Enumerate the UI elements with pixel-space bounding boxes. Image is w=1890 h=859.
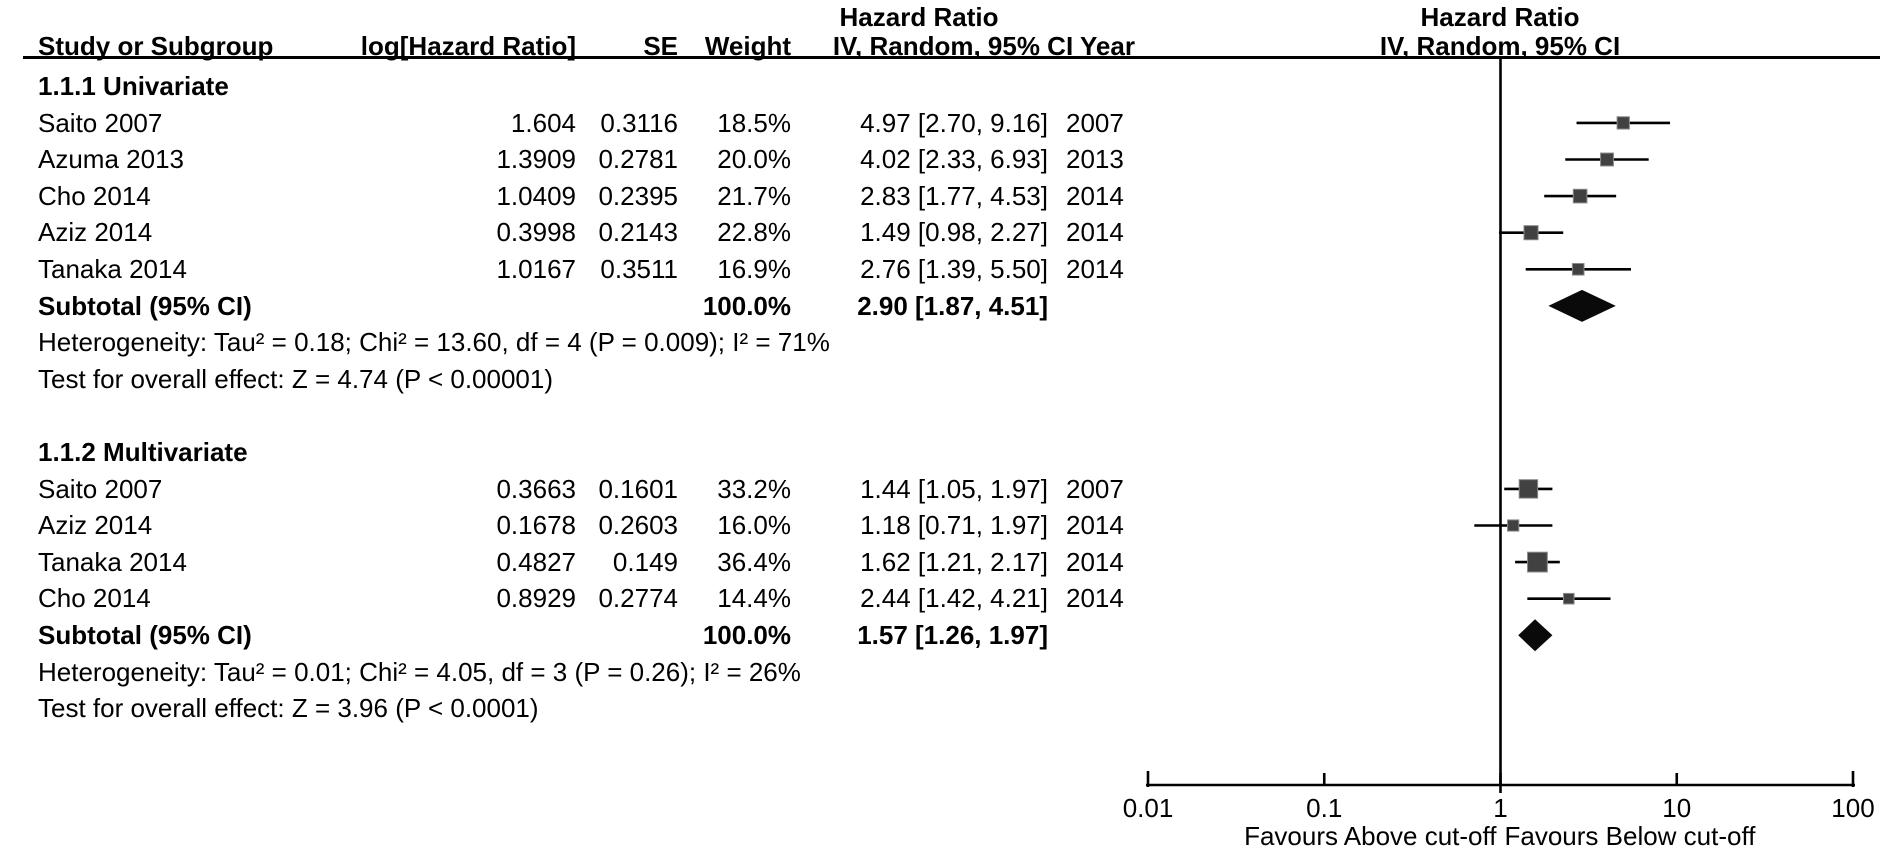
year-value: 2014 [1066,510,1124,541]
year-value: 2007 [1066,107,1124,138]
effect-square [1518,479,1539,499]
weight-value: 14.4% [717,583,791,614]
study-name: Azuma 2013 [38,144,184,175]
log-hazard-ratio: 0.1678 [496,510,576,541]
weight-value: 33.2% [717,473,791,504]
se-value: 0.3116 [600,107,678,138]
weight-value: 36.4% [717,546,791,577]
effect-square [1507,519,1520,532]
left-hazard-ratio-header: Hazard Ratio [839,2,999,32]
subtotal-diamond [1548,289,1616,322]
se-value: 0.1601 [598,473,678,504]
log-hazard-ratio: 0.3998 [496,217,576,248]
se-value: 0.2781 [598,144,678,175]
weight-value: 16.0% [717,510,791,541]
right-hazard-ratio-header: Hazard Ratio [1420,2,1580,32]
study-name: Saito 2007 [38,107,163,138]
se-value: 0.3511 [600,254,678,284]
log-hazard-ratio: 1.604 [510,107,576,138]
axis-tick-label: 1 [1493,793,1508,823]
se-value: 0.2143 [598,217,678,248]
ci-text: 2.44 [1.42, 4.21] [860,583,1048,614]
subtotal-label: Subtotal (95% CI) [38,620,252,650]
ci-text: 1.18 [0.71, 1.97] [860,510,1048,541]
year-value: 2014 [1066,217,1124,248]
subtotal-label: Subtotal (95% CI) [38,290,252,321]
weight-value: 21.7% [717,180,791,211]
favours-above-label: Favours Above cut-off [1244,821,1497,851]
year-value: 2014 [1066,583,1124,614]
heterogeneity-text: Heterogeneity: Tau² = 0.01; Chi² = 4.05,… [38,656,801,687]
ci-text: 1.44 [1.05, 1.97] [860,473,1048,504]
log-hazard-ratio: 0.8929 [496,583,576,614]
ci-text: 4.02 [2.33, 6.93] [860,144,1048,175]
effect-square [1572,188,1588,204]
effect-square [1563,592,1575,605]
weight-value: 18.5% [717,107,791,138]
overall-effect-text: Test for overall effect: Z = 4.74 (P < 0… [38,363,553,394]
effect-square [1600,152,1614,167]
favours-below-label: Favours Below cut-off [1504,821,1756,851]
subtotal-ci-text: 2.90 [1.87, 4.51] [857,290,1048,321]
subtotal-weight: 100.0% [702,290,791,321]
log-hazard-ratio: 0.4827 [496,546,576,577]
year-value: 2013 [1066,144,1124,175]
study-name: Cho 2014 [38,583,151,614]
axis-tick-label: 10 [1662,793,1692,823]
weight-value: 20.0% [717,144,791,175]
subtotal-weight: 100.0% [702,620,791,650]
log-hazard-ratio: 0.3663 [496,473,576,504]
ci-text: 4.97 [2.70, 9.16] [860,107,1048,138]
effect-square [1523,225,1539,241]
axis-tick-label: 100 [1831,793,1875,823]
se-value: 0.149 [612,546,678,577]
se-value: 0.2395 [598,180,678,211]
subgroup-title: 1.1.2 Multivariate [38,437,248,467]
effect-square [1616,116,1630,130]
heterogeneity-text: Heterogeneity: Tau² = 0.18; Chi² = 13.60… [38,327,830,358]
year-value: 2007 [1066,473,1124,504]
ci-text: 2.83 [1.77, 4.53] [860,180,1048,211]
axis-tick-label: 0.01 [1122,793,1174,823]
subgroup-title: 1.1.1 Univariate [38,71,229,101]
study-name: Cho 2014 [38,180,151,211]
log-hazard-ratio: 1.0409 [496,180,576,211]
log-hazard-ratio: 1.3909 [496,144,576,175]
ci-text: 1.62 [1.21, 2.17] [860,546,1048,577]
effect-square [1571,263,1585,276]
overall-effect-text: Test for overall effect: Z = 3.96 (P < 0… [38,693,539,724]
study-name: Saito 2007 [38,473,163,504]
se-value: 0.2774 [598,583,678,614]
subtotal-diamond [1518,619,1553,652]
ci-text: 1.49 [0.98, 2.27] [860,217,1048,248]
ci-text: 2.76 [1.39, 5.50] [860,254,1048,284]
year-value: 2014 [1066,254,1124,284]
weight-value: 22.8% [717,217,791,248]
effect-square [1527,551,1548,573]
axis-tick-label: 0.1 [1306,793,1343,823]
weight-value: 16.9% [717,254,791,284]
log-hazard-ratio: 1.0167 [496,254,576,284]
subtotal-ci-text: 1.57 [1.26, 1.97] [857,620,1048,650]
se-value: 0.2603 [598,510,678,541]
year-value: 2014 [1066,546,1124,577]
study-name: Tanaka 2014 [38,254,187,284]
study-name: Aziz 2014 [38,510,153,541]
study-name: Tanaka 2014 [38,546,187,577]
year-value: 2014 [1066,180,1124,211]
study-name: Aziz 2014 [38,217,153,248]
header-rule [23,56,1880,59]
